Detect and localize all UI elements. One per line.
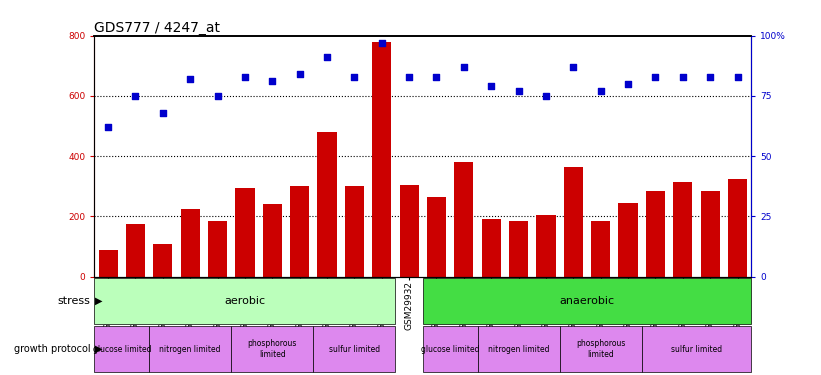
Text: phosphorous
limited: phosphorous limited (576, 339, 626, 359)
Point (457, 64, 470, 70)
Bar (263, 204, 282, 277)
Bar (149, 326, 232, 372)
Point (512, 88, 525, 94)
Text: nitrogen limited: nitrogen limited (159, 345, 221, 354)
Bar (208, 221, 227, 277)
Bar (423, 326, 478, 372)
Text: ▶: ▶ (95, 296, 103, 306)
Text: growth protocol: growth protocol (14, 344, 90, 354)
Point (731, 74, 744, 80)
Bar (646, 191, 665, 277)
Point (184, 76, 197, 82)
Text: aerobic: aerobic (224, 296, 265, 306)
Bar (372, 42, 392, 277)
Bar (126, 224, 145, 277)
Bar (618, 203, 638, 277)
Point (348, 74, 361, 80)
Bar (454, 162, 474, 277)
Bar (728, 179, 747, 277)
Bar (591, 221, 610, 277)
Text: glucose limited: glucose limited (421, 345, 479, 354)
Point (238, 74, 251, 80)
Bar (181, 209, 200, 277)
Point (102, 124, 115, 130)
Point (402, 74, 415, 80)
Bar (509, 221, 528, 277)
Bar (423, 278, 751, 324)
Bar (232, 326, 314, 372)
Bar (673, 182, 692, 277)
Point (621, 81, 635, 87)
Bar (564, 167, 583, 277)
Bar (482, 219, 501, 277)
Point (375, 40, 388, 46)
Point (566, 64, 580, 70)
Bar (290, 186, 310, 277)
Bar (236, 188, 255, 277)
Bar (478, 326, 560, 372)
Text: phosphorous
limited: phosphorous limited (248, 339, 297, 359)
Bar (345, 186, 364, 277)
Bar (318, 132, 337, 277)
Point (211, 93, 224, 99)
Bar (700, 191, 720, 277)
Point (484, 83, 498, 89)
Text: ▶: ▶ (95, 344, 103, 354)
Bar (642, 326, 751, 372)
Point (677, 74, 690, 80)
Bar (94, 278, 396, 324)
Point (704, 74, 717, 80)
Bar (154, 243, 172, 277)
Text: nitrogen limited: nitrogen limited (488, 345, 549, 354)
Point (156, 110, 169, 116)
Bar (400, 185, 419, 277)
Text: GDS777 / 4247_at: GDS777 / 4247_at (94, 21, 220, 34)
Bar (94, 326, 149, 372)
Point (539, 93, 553, 99)
Bar (314, 326, 396, 372)
Text: stress: stress (57, 296, 90, 306)
Point (266, 78, 279, 84)
Point (320, 54, 333, 60)
Point (430, 74, 443, 80)
Point (129, 93, 142, 99)
Bar (560, 326, 642, 372)
Bar (427, 197, 446, 277)
Point (293, 71, 306, 77)
Bar (536, 215, 556, 277)
Bar (99, 250, 117, 277)
Point (594, 88, 608, 94)
Text: sulfur limited: sulfur limited (329, 345, 380, 354)
Point (649, 74, 662, 80)
Text: anaerobic: anaerobic (559, 296, 615, 306)
Text: sulfur limited: sulfur limited (671, 345, 722, 354)
Text: glucose limited: glucose limited (93, 345, 151, 354)
